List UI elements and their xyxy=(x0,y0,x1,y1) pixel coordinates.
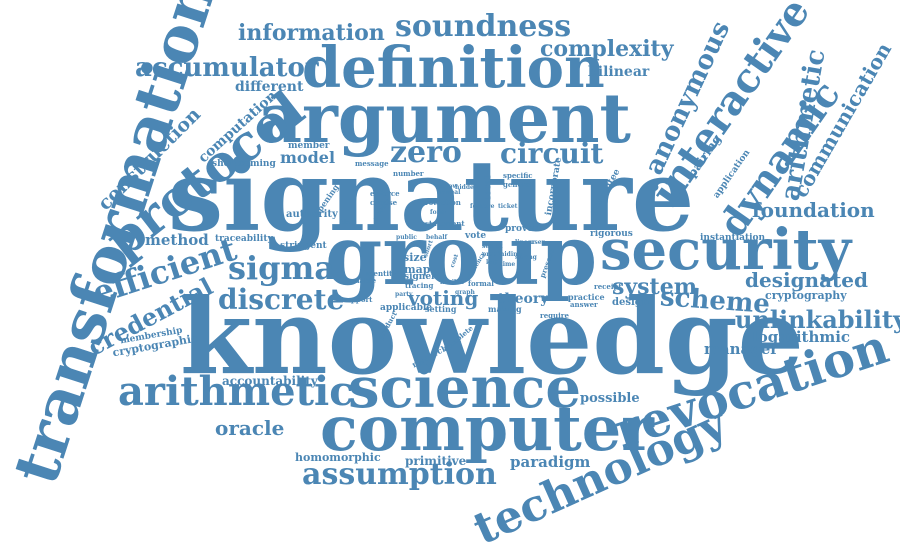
word-assumption: assumption xyxy=(302,457,497,492)
word-theory: theory xyxy=(498,291,549,307)
word-message: message xyxy=(355,159,389,168)
word-argument: argument xyxy=(258,79,631,159)
word-allow: allow xyxy=(440,183,458,190)
word-primitive: primitive xyxy=(405,454,467,468)
word-arithmetic-visible: arithmetic xyxy=(118,368,354,415)
word-zero: zero xyxy=(390,135,462,170)
word-making: making xyxy=(488,304,522,314)
word-form: form xyxy=(430,209,447,216)
word-complexity: complexity xyxy=(540,36,674,62)
word-party: party xyxy=(395,291,413,298)
word-foundation: foundation xyxy=(752,198,875,222)
word-map: map xyxy=(404,263,431,276)
word-answer: answer xyxy=(570,300,598,309)
word-require: require xyxy=(540,311,569,320)
word-design: design xyxy=(612,297,650,308)
word-signer: signer xyxy=(404,272,436,282)
word-enforce: enforce xyxy=(370,189,400,198)
word-signature: signature xyxy=(168,139,695,254)
word-key: key xyxy=(486,259,498,266)
word-behalf: behalf xyxy=(426,234,448,241)
word-security: security xyxy=(600,217,852,283)
word-accumulator: accumulator xyxy=(135,53,319,83)
word-member: member xyxy=(288,141,330,151)
word-secret: secret xyxy=(482,243,503,250)
word-method: method xyxy=(145,231,209,249)
word-system: designated xyxy=(745,268,868,292)
word-number: number xyxy=(393,169,424,178)
word-voting: voting xyxy=(408,286,479,310)
word-receipt: receipt xyxy=(594,282,622,291)
word-information: information xyxy=(238,20,385,46)
word-cryptography: cryptography xyxy=(765,289,847,302)
word-homomorphic: homomorphic xyxy=(295,451,381,464)
word-ticket: ticket xyxy=(498,203,518,210)
word-support: support xyxy=(342,295,373,304)
word-statement: statement xyxy=(425,219,465,228)
word-discrete: discrete xyxy=(218,283,345,316)
word-computer: computer xyxy=(320,392,654,465)
word-oracle: system xyxy=(612,274,697,300)
word-stringent: stringent xyxy=(280,241,327,251)
word-protection: protection xyxy=(420,198,461,207)
word-formal: formal xyxy=(468,279,494,288)
word-definition: definition xyxy=(302,35,605,101)
word-sigma: sigma xyxy=(228,249,336,287)
word-local: local xyxy=(483,175,494,200)
word-identity: identity xyxy=(366,269,397,278)
word-possible: possible xyxy=(580,391,640,406)
word-science: science xyxy=(348,355,581,421)
word-graph: graph xyxy=(455,289,475,296)
word-bilinear: bilinear xyxy=(588,64,650,80)
word-logarithmic: logarithmic xyxy=(752,328,851,346)
word-general: general xyxy=(503,180,533,189)
word-manager: manager xyxy=(704,340,779,358)
word-authority: authority xyxy=(286,209,338,220)
word-applicable: applicable xyxy=(380,303,433,313)
word-soundness: soundness xyxy=(395,9,572,44)
word-rigorous: rigorous xyxy=(590,229,633,239)
word-accountability: accountability xyxy=(222,374,318,388)
word-different: different xyxy=(235,79,304,95)
word-strong: strong xyxy=(515,254,537,261)
word-knowledge: knowledge xyxy=(180,275,804,398)
word-prover: prover xyxy=(505,224,538,234)
word-hiding: hiding xyxy=(500,251,522,258)
word-specific: specific xyxy=(503,171,533,180)
word-shortcoming: shortcoming xyxy=(212,159,276,169)
word-practice: practice xyxy=(568,292,605,302)
word-group: group xyxy=(325,208,598,304)
word-flexible: flexible xyxy=(440,279,465,286)
word-time: time xyxy=(500,261,516,268)
word-size: size xyxy=(403,251,427,264)
word-linear: linear xyxy=(515,239,535,246)
word-tracing: tracing xyxy=(405,281,434,290)
word-unlinkability: unlinkability xyxy=(735,305,900,334)
word-circuit: circuit xyxy=(500,137,604,170)
word-traceability: traceability xyxy=(215,234,273,244)
word-instantiation: instantiation xyxy=(700,233,766,243)
word-feature: feature xyxy=(470,203,495,210)
word-idea: idea xyxy=(340,219,355,226)
word-enable: enable xyxy=(350,276,377,285)
word-hidden: hidden xyxy=(455,184,479,191)
word-vote: vote xyxy=(465,231,487,241)
word-setting: setting xyxy=(425,304,457,314)
word-public: public xyxy=(396,234,417,241)
word-proof: proof xyxy=(482,251,500,258)
word-reveal: reveal xyxy=(440,189,461,196)
word-culpable: oracle xyxy=(215,416,285,440)
word-choose: choose xyxy=(370,198,398,207)
word-paradigm: paradigm xyxy=(510,453,591,471)
word-model: model xyxy=(280,148,336,167)
word-user: user xyxy=(530,239,545,246)
